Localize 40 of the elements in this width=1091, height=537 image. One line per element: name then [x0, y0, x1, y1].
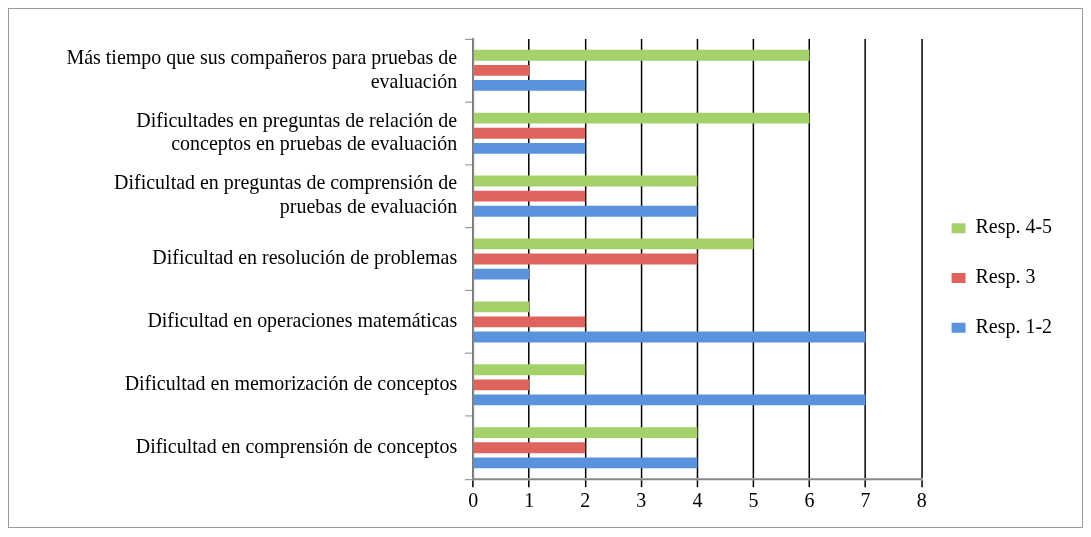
y-tick-label: Dificultad en resolución de problemas	[152, 246, 458, 270]
bar	[473, 331, 866, 343]
x-tick-label: 0	[468, 489, 479, 512]
bar	[473, 268, 530, 280]
legend-label: Resp. 4-5	[975, 215, 1053, 239]
bar	[473, 379, 530, 391]
bar	[473, 457, 698, 469]
bar	[473, 175, 698, 187]
bar	[473, 301, 530, 313]
y-tick-label: Dificultad en comprensión de conceptos	[135, 434, 458, 458]
bar	[473, 142, 586, 154]
y-tick-label: Dificultad en operaciones matemáticas	[147, 309, 458, 333]
bar	[473, 80, 586, 91]
bar	[473, 253, 698, 265]
bar	[473, 49, 810, 61]
y-tick-label: Dificultades en preguntas de relación de conceptos en pruebas de evaluación	[136, 108, 458, 156]
bar	[473, 205, 698, 217]
y-tick-label: Dificultad en memorización de conceptos	[124, 372, 458, 396]
y-tick-label: Más tiempo que sus compañeros para pruebas de evaluación	[66, 45, 458, 92]
bar	[473, 427, 698, 439]
x-tick-label: 5	[748, 489, 759, 512]
bar	[473, 190, 586, 202]
legend-label: Resp. 3	[975, 265, 1036, 289]
bar	[473, 394, 866, 406]
y-tick-label: Dificultad en preguntas de comprensión de pruebas de evaluación	[114, 171, 458, 219]
bar	[473, 112, 810, 124]
bar	[473, 238, 754, 250]
x-tick-label: 4	[692, 489, 703, 512]
x-tick-label: 1	[524, 489, 535, 512]
x-tick-label: 6	[804, 489, 815, 512]
bar	[473, 316, 586, 328]
bar	[473, 127, 586, 139]
legend-label: Resp. 1-2	[975, 315, 1053, 338]
bar	[473, 442, 586, 454]
bar	[473, 364, 586, 376]
x-tick-label: 2	[580, 489, 591, 512]
x-tick-label: 7	[860, 489, 871, 512]
x-tick-label: 8	[916, 489, 927, 512]
x-tick-label: 3	[636, 489, 647, 512]
bar	[473, 64, 530, 76]
